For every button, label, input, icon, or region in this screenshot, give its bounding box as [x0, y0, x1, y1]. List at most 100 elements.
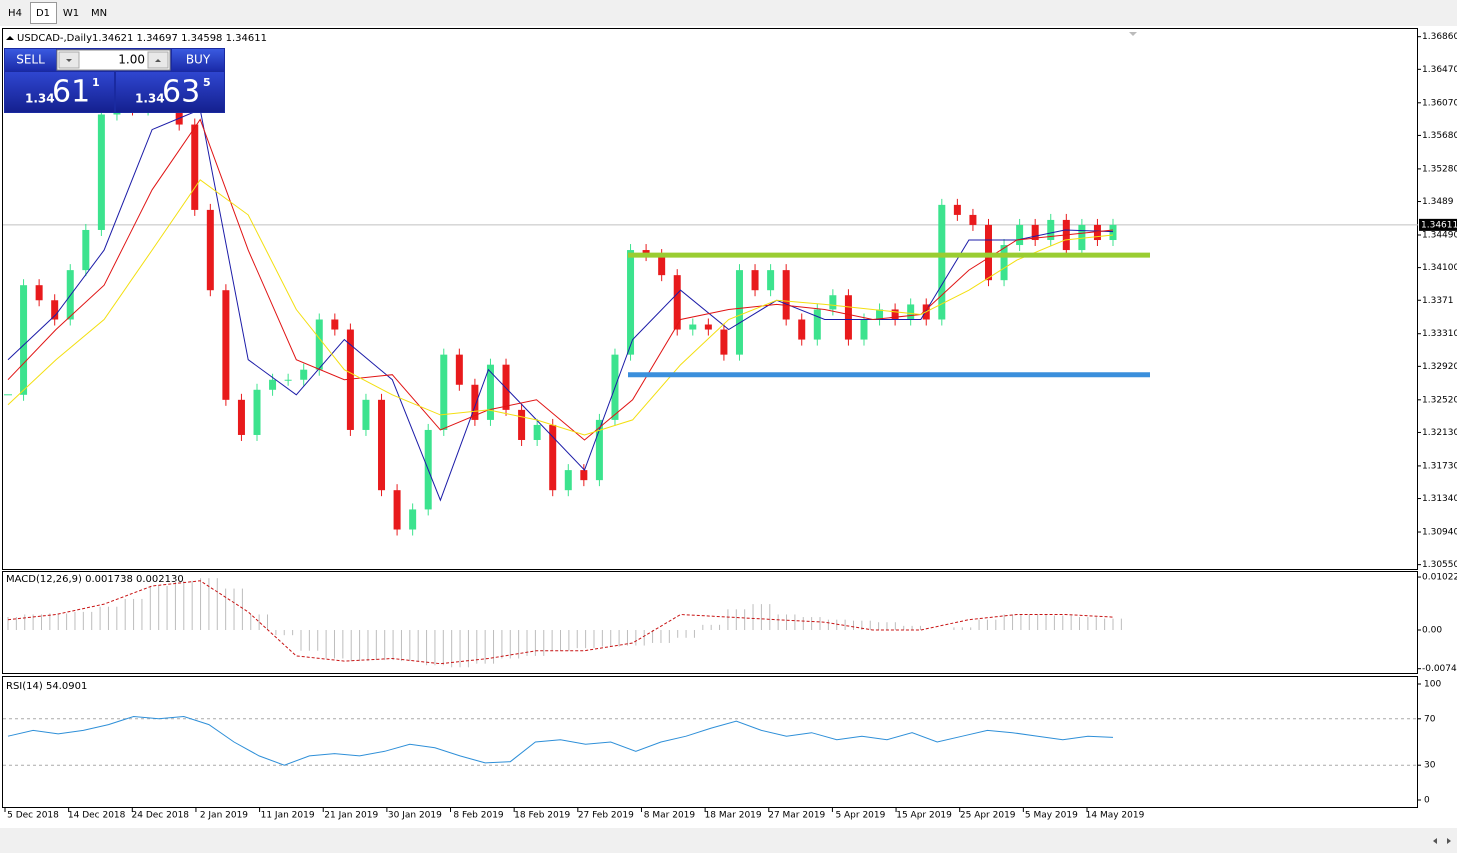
- bid-sup: 1: [92, 76, 100, 89]
- candle: [35, 285, 43, 301]
- y-tick-label: 1.36860: [1422, 32, 1457, 42]
- y-tick-label: 1.33310: [1422, 329, 1457, 339]
- lot-value[interactable]: 1.00: [118, 53, 145, 67]
- candle: [1031, 224, 1039, 241]
- moving-average: [7, 179, 1114, 436]
- collapse-icon: [6, 36, 14, 40]
- candle: [222, 290, 230, 400]
- candle: [549, 424, 557, 491]
- x-tick-label: 25 Apr 2019: [960, 811, 1016, 821]
- y-tick-label: 70: [1424, 714, 1436, 724]
- tab-bar: [0, 828, 1457, 853]
- candle: [486, 364, 494, 420]
- candle: [720, 329, 728, 355]
- x-tick-label: 8 Feb 2019: [453, 811, 504, 821]
- candle: [782, 270, 790, 320]
- shift-marker: [1129, 32, 1137, 36]
- candle: [315, 319, 323, 370]
- x-tick-label: 18 Mar 2019: [705, 811, 762, 821]
- candle: [409, 509, 417, 530]
- timeframe-button[interactable]: H4: [8, 8, 22, 19]
- timeframe-button[interactable]: MN: [91, 8, 107, 19]
- tab-scroll[interactable]: [1433, 838, 1451, 844]
- candle: [269, 379, 277, 390]
- ask-sup: 5: [203, 76, 211, 89]
- candle: [798, 319, 806, 340]
- y-tick-label: 1.36070: [1422, 98, 1457, 108]
- candle: [595, 419, 603, 481]
- y-tick-label: 1.34490: [1422, 230, 1457, 240]
- y-tick-label: 1.32920: [1422, 362, 1457, 372]
- candle: [346, 329, 354, 430]
- macd-signal: [7, 580, 1114, 665]
- main-panel: [2, 28, 1418, 570]
- candle: [1016, 224, 1024, 246]
- candle: [300, 369, 308, 380]
- rsi-line: [7, 715, 1114, 766]
- sell-label[interactable]: SELL: [16, 53, 45, 67]
- x-tick-label: 18 Feb 2019: [514, 811, 570, 821]
- x-tick-label: 24 Dec 2018: [132, 811, 190, 821]
- moving-average: [7, 118, 1114, 441]
- candle: [891, 309, 899, 320]
- timeframe-button[interactable]: D1: [36, 8, 50, 19]
- candle: [253, 389, 261, 435]
- x-tick-label: 11 Jan 2019: [261, 811, 315, 821]
- candle: [938, 204, 946, 320]
- ask-box[interactable]: [116, 72, 224, 112]
- candle: [97, 114, 105, 230]
- candle: [20, 285, 28, 395]
- candle: [953, 204, 961, 215]
- candle: [1047, 219, 1055, 241]
- candle: [689, 324, 697, 330]
- x-tick-label: 21 Jan 2019: [324, 811, 378, 821]
- x-tick-label: 2 Jan 2019: [200, 811, 248, 821]
- candle: [627, 250, 635, 355]
- candle: [860, 319, 868, 340]
- y-tick-label: 1.32130: [1422, 428, 1457, 438]
- candle: [175, 104, 183, 125]
- candle: [1000, 245, 1008, 281]
- candle: [969, 214, 977, 225]
- timeframe-active: [30, 2, 57, 24]
- x-tick-label: 30 Jan 2019: [388, 811, 442, 821]
- x-tick-label: 14 May 2019: [1086, 811, 1145, 821]
- candle: [984, 224, 992, 281]
- macd-title: MACD(12,26,9) 0.001738 0.002130: [6, 574, 184, 585]
- candle: [502, 364, 510, 410]
- ohlc-text: 1.34621 1.34697 1.34598 1.34611: [92, 33, 267, 44]
- timeframe-button[interactable]: W1: [63, 8, 79, 19]
- candle: [876, 309, 884, 320]
- candle: [642, 250, 650, 256]
- candle: [284, 379, 292, 381]
- buy-button[interactable]: [172, 49, 224, 71]
- candle: [673, 275, 681, 330]
- lot-input[interactable]: [56, 49, 171, 71]
- x-tick-label: 5 May 2019: [1025, 811, 1078, 821]
- candle: [829, 295, 837, 310]
- x-tick-label: 15 Apr 2019: [896, 811, 952, 821]
- candle: [580, 470, 588, 481]
- x-tick-label: 5 Apr 2019: [835, 811, 885, 821]
- candle: [455, 354, 463, 385]
- candle: [393, 490, 401, 530]
- candle: [735, 270, 743, 355]
- sell-button[interactable]: [5, 49, 56, 71]
- chart-symbol: USDCAD-,Daily: [17, 33, 92, 44]
- current-price-label: 1.34611: [1421, 220, 1457, 230]
- candle: [1093, 224, 1101, 241]
- candle: [564, 470, 572, 491]
- x-tick-label: 27 Mar 2019: [768, 811, 825, 821]
- bid-main: 61: [52, 75, 90, 110]
- candle: [1109, 224, 1117, 241]
- candle: [378, 399, 386, 491]
- candle: [206, 209, 214, 291]
- bid-box[interactable]: [5, 72, 114, 112]
- current-price-box: [1419, 218, 1457, 231]
- candle: [518, 409, 526, 440]
- buy-label[interactable]: BUY: [186, 53, 211, 67]
- y-tick-label: 0: [1424, 796, 1430, 806]
- y-tick-label: 30: [1424, 761, 1436, 771]
- y-tick-label: 1.35280: [1422, 164, 1457, 174]
- x-tick-label: 14 Dec 2018: [68, 811, 126, 821]
